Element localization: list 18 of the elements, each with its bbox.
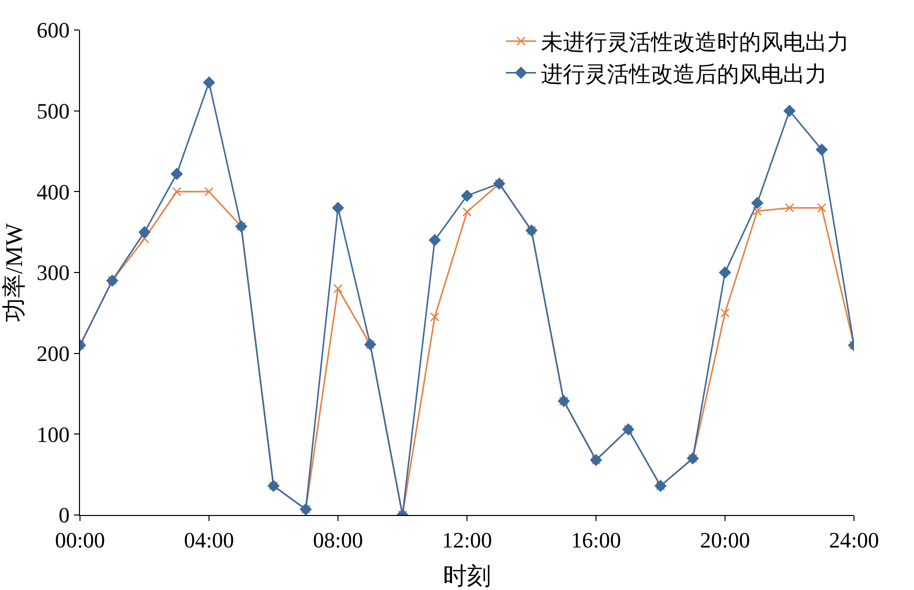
x-axis-title: 时刻 (443, 563, 491, 590)
x-tick-label: 08:00 (312, 527, 364, 552)
y-tick-label: 300 (36, 260, 70, 286)
x-tick-label: 16:00 (570, 527, 622, 552)
x-tick-label: 20:00 (700, 527, 750, 552)
y-tick-label: 200 (36, 341, 70, 366)
x-tick-label: 00:00 (54, 527, 106, 552)
legend-label: 进行灵活性改造后的风电出力 (541, 61, 827, 86)
y-tick-label: 600 (36, 18, 70, 43)
y-axis-title: 功率/MW (1, 222, 28, 322)
legend-label: 未进行灵活性改造时的风电出力 (541, 30, 849, 55)
y-tick-label: 100 (36, 422, 70, 447)
x-tick-label: 04:00 (184, 527, 234, 552)
y-tick-label: 500 (36, 98, 70, 124)
x-tick-label: 24:00 (828, 527, 880, 552)
y-tick-label: 400 (36, 179, 70, 204)
y-tick-label: 0 (58, 502, 70, 528)
x-tick-label: 12:00 (442, 527, 492, 552)
